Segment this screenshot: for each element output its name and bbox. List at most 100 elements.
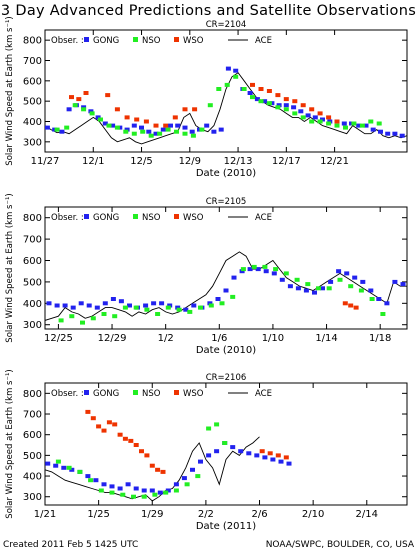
data-point-gong [66, 107, 72, 112]
legend-label-gong: GONG [93, 389, 119, 399]
data-point-wso [192, 107, 198, 112]
data-point-wso [143, 119, 149, 124]
data-point-gong [312, 115, 318, 120]
data-point-wso [139, 449, 144, 454]
data-point-gong [271, 271, 277, 276]
data-point-nso [163, 490, 169, 495]
data-point-gong [139, 125, 144, 130]
data-point-gong [143, 303, 149, 308]
data-point-wso [275, 93, 281, 98]
data-point-wso [163, 123, 169, 128]
data-point-gong [167, 303, 173, 308]
data-point-nso [72, 103, 78, 108]
data-point-gong [70, 305, 76, 310]
data-point-gong [286, 461, 292, 466]
data-point-wso [250, 82, 255, 87]
x-tick-label: 1/14 [315, 333, 337, 344]
y-tick-label: 400 [23, 472, 42, 483]
legend-prefix: Obser. : [51, 389, 84, 399]
data-point-gong [276, 103, 282, 108]
data-point-nso [198, 305, 203, 310]
y-tick-label: 500 [23, 451, 42, 462]
data-point-gong [207, 301, 213, 306]
y-tick-label: 800 [23, 389, 42, 400]
data-point-wso [149, 463, 155, 468]
data-point-nso [195, 474, 201, 479]
data-point-gong [157, 490, 163, 495]
data-point-nso [230, 294, 236, 299]
data-point-gong [62, 303, 68, 308]
legend-label-wso: WSO [183, 213, 204, 223]
plot-frame [44, 206, 408, 330]
data-point-nso [190, 133, 196, 138]
data-point-gong [173, 482, 179, 487]
data-point-gong [279, 277, 285, 282]
data-point-gong [295, 286, 301, 291]
data-point-gong [160, 127, 166, 132]
data-point-wso [105, 93, 111, 98]
data-point-nso [208, 303, 214, 308]
x-tick-label: 12/13 [224, 156, 253, 167]
chart-title: CR=2104 [206, 20, 247, 30]
data-point-gong [270, 457, 276, 462]
legend-label-wso: WSO [183, 36, 204, 46]
data-point-nso [262, 264, 268, 269]
data-point-wso [348, 303, 354, 308]
data-point-gong [368, 288, 374, 293]
data-point-nso [133, 305, 139, 310]
data-point-gong [182, 125, 188, 130]
data-point-nso [89, 111, 95, 116]
data-point-nso [369, 297, 375, 301]
data-point-nso [122, 305, 128, 310]
data-point-nso [184, 482, 190, 487]
data-point-nso [219, 301, 225, 306]
data-point-gong [392, 131, 398, 136]
x-tick-label: 12/25 [44, 333, 73, 344]
data-point-wso [144, 453, 150, 458]
data-point-gong [320, 286, 325, 291]
data-point-gong [118, 299, 124, 304]
data-point-gong [214, 449, 220, 454]
data-point-gong [370, 127, 376, 132]
y-tick-label: 700 [23, 410, 42, 421]
legend-label-gong: GONG [93, 213, 119, 223]
data-point-nso [380, 312, 386, 316]
legend-label-ace: ACE [255, 213, 272, 223]
data-point-gong [59, 129, 65, 134]
legend-marker-wso [174, 390, 179, 395]
legend-label-gong: GONG [93, 36, 119, 46]
data-point-nso [114, 125, 120, 130]
legend-marker-wso [174, 214, 179, 219]
y-tick-label: 500 [23, 277, 42, 288]
data-point-nso [224, 82, 230, 87]
data-point-nso [251, 264, 257, 269]
data-point-gong [45, 461, 51, 466]
chart-panel-1: CR=2104 300 400 500 600 700 800 11/27 12/1 12/5 12… [5, 16, 408, 179]
x-tick-label: 12/21 [320, 156, 349, 167]
legend-marker-gong [84, 214, 89, 219]
data-point-gong [117, 486, 123, 491]
data-point-nso [334, 123, 340, 128]
chart-panel-2: CR=2105 300 400 500 600 700 800 12/25 12/29 1/2 1/… [5, 193, 408, 356]
data-point-nso [90, 316, 96, 321]
legend-marker-nso [133, 390, 138, 395]
data-point-gong [149, 488, 155, 493]
data-point-nso [98, 117, 103, 122]
data-point-nso [300, 115, 306, 120]
data-point-gong [46, 301, 52, 306]
data-point-gong [378, 129, 383, 134]
data-point-nso [141, 494, 147, 499]
data-point-nso [309, 119, 315, 124]
x-tick-label: 2/6 [251, 509, 267, 520]
x-axis-label: Date (2010) [196, 345, 256, 356]
data-point-nso [187, 309, 193, 314]
data-point-gong [190, 467, 195, 472]
data-point-gong [218, 127, 224, 132]
x-tick-label: 1/25 [87, 509, 109, 520]
data-point-gong [165, 488, 171, 493]
data-point-gong [363, 123, 369, 128]
legend-label-wso: WSO [183, 389, 204, 399]
data-point-nso [165, 127, 171, 132]
y-axis-label: Solar Wind Speed at Earth (km s⁻¹) [5, 369, 15, 518]
data-point-nso [66, 465, 72, 470]
